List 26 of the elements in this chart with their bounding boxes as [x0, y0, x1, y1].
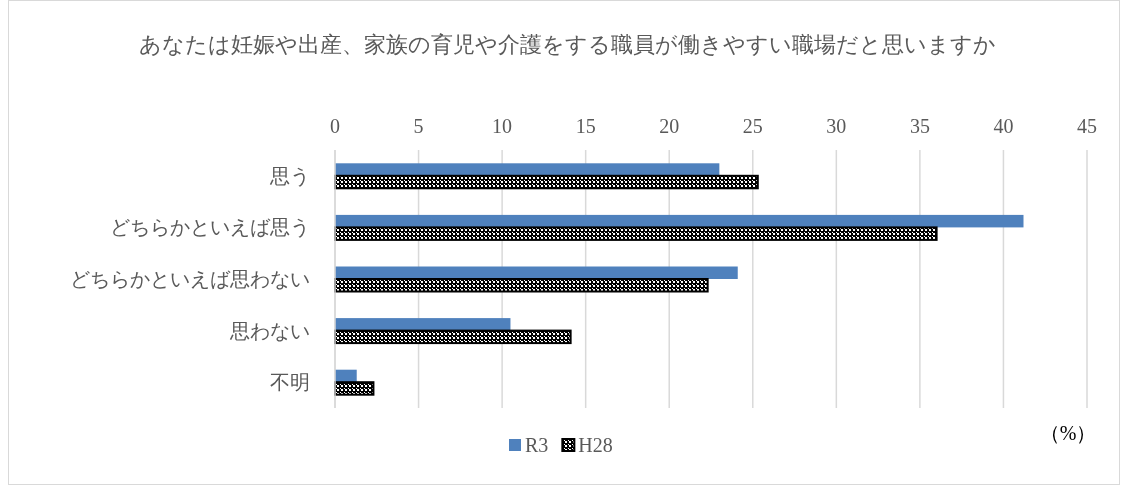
- x-tick-label: 25: [742, 115, 763, 137]
- x-tick-label: 5: [413, 115, 424, 137]
- x-tick-label: 40: [993, 115, 1014, 137]
- title: あなたは妊娠や出産、家族の育児や介護をする職員が働きやすい職場だと思いますか: [138, 32, 996, 57]
- x-tick-label: 15: [575, 115, 596, 137]
- x-tick-label: 35: [909, 115, 930, 137]
- bar: [335, 318, 511, 331]
- bar: [335, 163, 720, 176]
- x-axis-title: （%）: [1039, 422, 1097, 444]
- x-tick-label: 10: [492, 115, 513, 137]
- x-tick-label: 0: [330, 115, 340, 137]
- y-tick-label: 思わない: [229, 319, 310, 342]
- bar: [334, 226, 938, 241]
- y-tick-label: どちらかといえば思う: [110, 216, 310, 239]
- legend-label: R3: [525, 434, 549, 456]
- y-tick-label: どちらかといえば思わない: [70, 268, 310, 290]
- bar: [334, 381, 375, 396]
- bar: [334, 174, 759, 190]
- bar: [334, 278, 709, 293]
- y-tick-label: 不明: [270, 371, 310, 394]
- x-tick-label: 45: [1077, 115, 1097, 137]
- legend-label: H28: [578, 434, 613, 456]
- y-tick-label: 思う: [269, 164, 310, 187]
- bar: [334, 329, 572, 345]
- x-tick-label: 30: [826, 115, 847, 137]
- x-tick-label: 20: [659, 115, 680, 137]
